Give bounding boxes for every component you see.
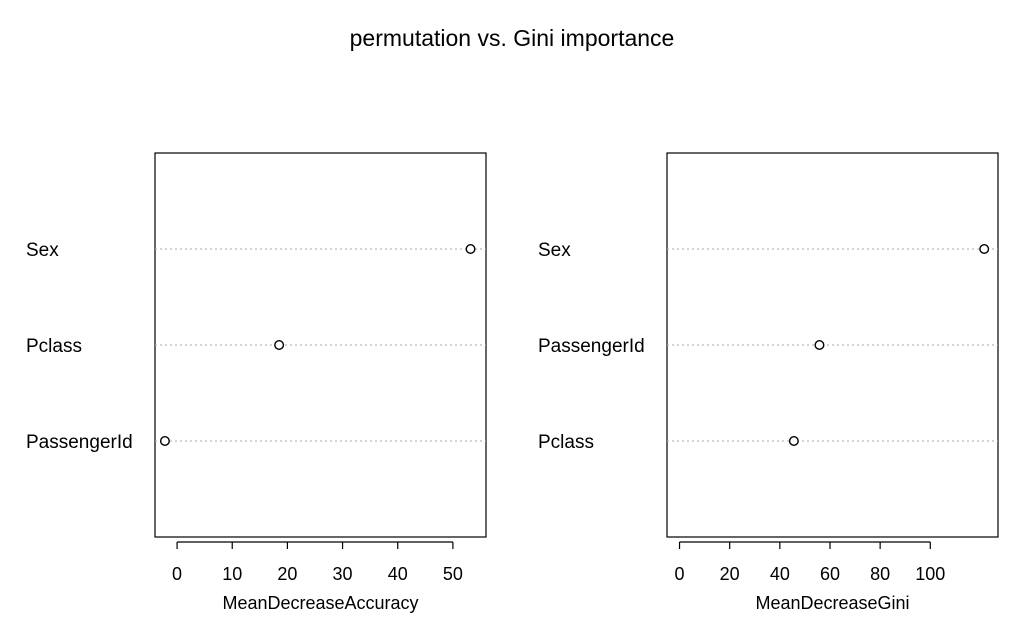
chart-panels: Sex Pclass PassengerId 0 10 20 30 40 50 MeanDecre… [26, 152, 999, 613]
data-point [159, 436, 170, 447]
data-point [814, 340, 825, 351]
category-label: Sex [538, 240, 571, 261]
x-tick-label: 40 [770, 564, 790, 584]
chart-title: permutation vs. Gini importance [350, 25, 675, 51]
x-tick-label: 100 [915, 564, 945, 584]
x-tick-label: 0 [172, 564, 182, 584]
category-label: Pclass [538, 432, 594, 453]
category-label: Sex [26, 240, 59, 261]
x-tick-label: 20 [277, 564, 297, 584]
x-axis-title: MeanDecreaseAccuracy [222, 593, 418, 613]
x-tick-label: 0 [675, 564, 685, 584]
panel-1: Sex Pclass PassengerId 0 10 20 30 40 50 MeanDecre… [26, 152, 487, 613]
x-tick-label: 30 [333, 564, 353, 584]
data-point [274, 340, 285, 351]
panel-2: Sex PassengerId Pclass 0 20 40 60 80 100 MeanDecr… [538, 152, 999, 613]
x-tick-label: 50 [443, 564, 463, 584]
data-point [979, 243, 990, 254]
x-tick-label: 20 [720, 564, 740, 584]
x-tick-label: 60 [820, 564, 840, 584]
x-tick-label: 40 [388, 564, 408, 584]
category-label: PassengerId [538, 336, 645, 357]
category-label: Pclass [26, 336, 82, 357]
data-point [465, 243, 476, 254]
x-axis-title: MeanDecreaseGini [755, 593, 909, 613]
category-label: PassengerId [26, 432, 133, 453]
x-tick-label: 10 [222, 564, 242, 584]
x-tick-label: 80 [870, 564, 890, 584]
data-point [788, 436, 799, 447]
